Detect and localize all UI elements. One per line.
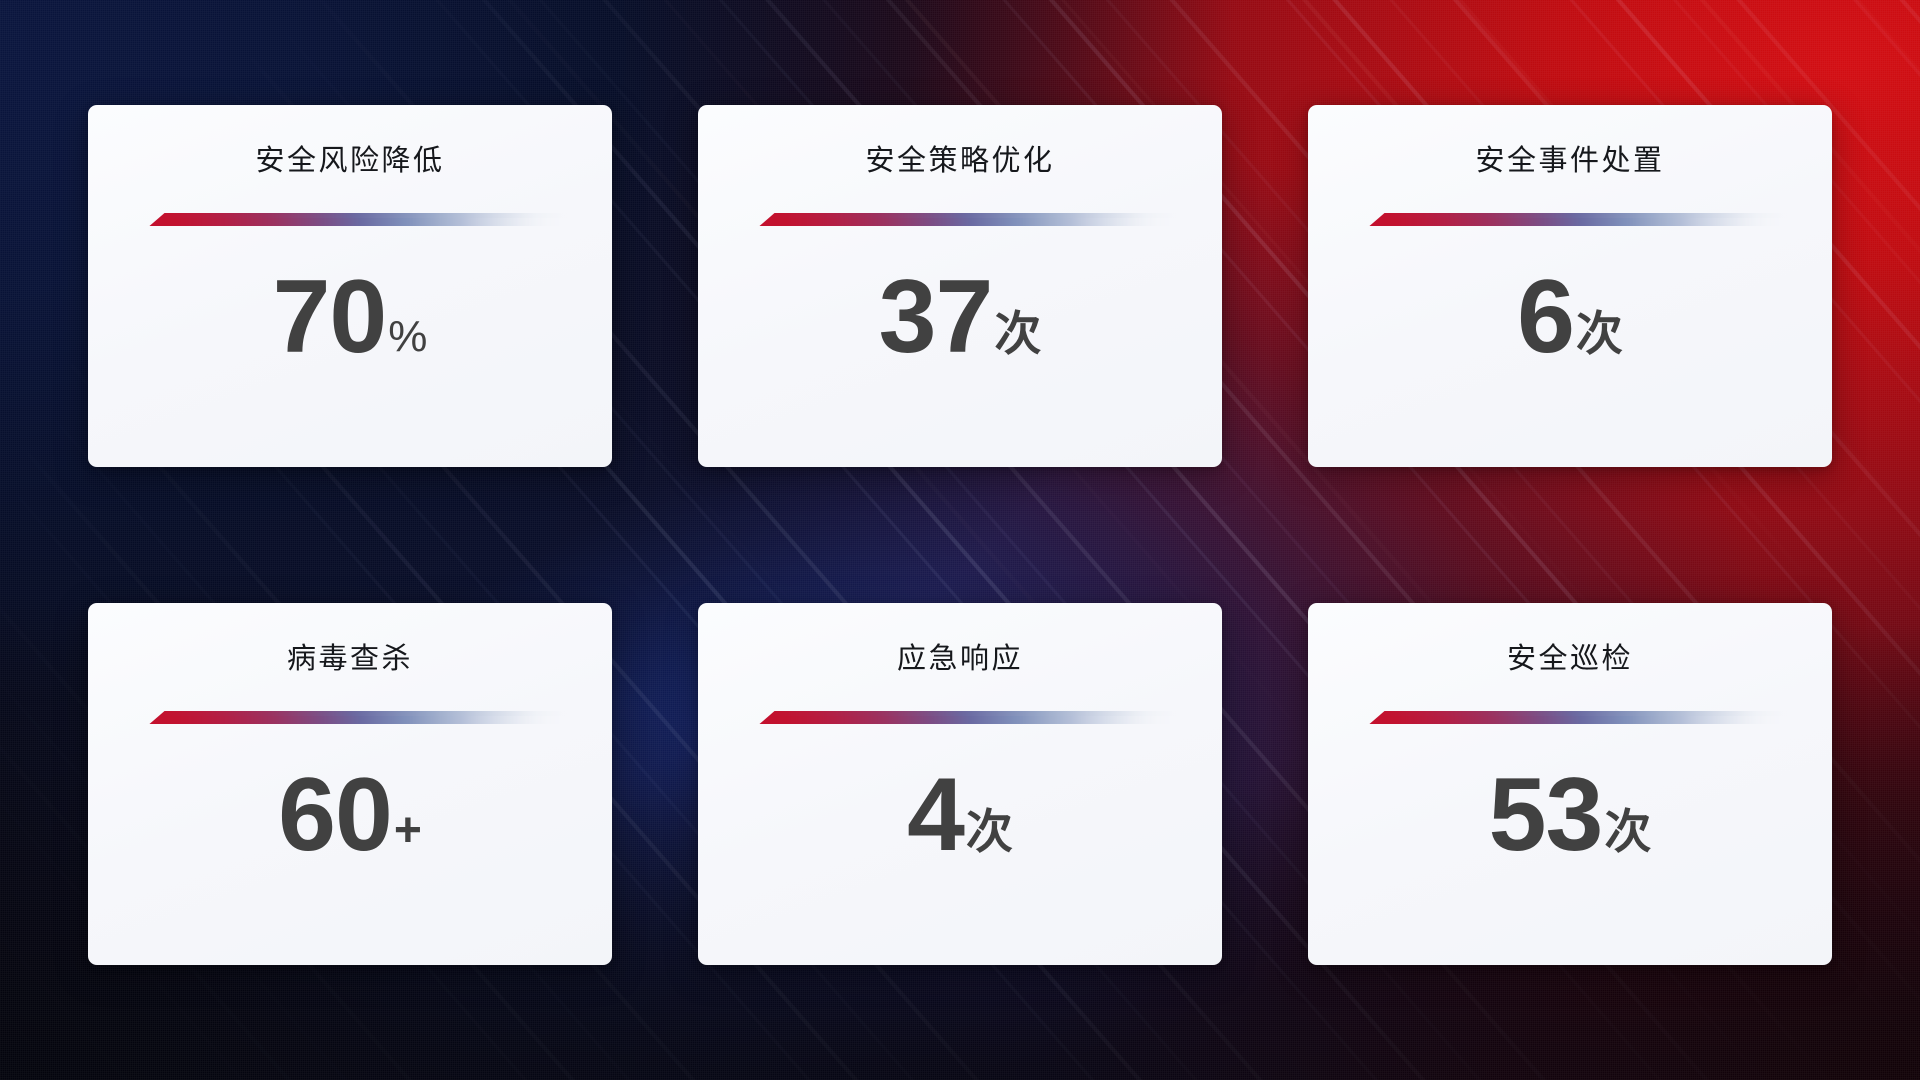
- gradient-divider-icon: [137, 711, 567, 724]
- value-number: 37: [878, 259, 994, 375]
- value-unit: 次: [965, 805, 1013, 858]
- card-value: 70 %: [88, 265, 612, 369]
- card-title: 安全事件处置: [1475, 145, 1665, 177]
- value-unit: 次: [1604, 805, 1652, 858]
- stat-card-security-inspection[interactable]: 安全巡检 53 次: [1308, 603, 1832, 965]
- card-value: 6 次: [1308, 265, 1832, 369]
- stat-card-security-risk-reduction[interactable]: 安全风险降低 70 %: [88, 105, 612, 467]
- gradient-divider-icon: [1357, 711, 1787, 724]
- stat-card-incident-handling[interactable]: 安全事件处置 6 次: [1308, 105, 1832, 467]
- card-value: 60 +: [88, 763, 612, 867]
- stat-card-grid: 安全风险降低 70 % 安全策略优化 37 次 安全事件处置 6 次 病毒查杀: [88, 105, 1832, 975]
- card-title: 病毒查杀: [286, 643, 413, 675]
- value-unit: +: [393, 804, 422, 857]
- stat-card-policy-optimization[interactable]: 安全策略优化 37 次: [698, 105, 1222, 467]
- gradient-divider-icon: [137, 213, 567, 226]
- value-number: 6: [1517, 259, 1575, 375]
- card-value: 4 次: [698, 763, 1222, 867]
- card-value: 37 次: [698, 265, 1222, 369]
- card-title: 安全策略优化: [865, 145, 1055, 177]
- card-title: 安全巡检: [1506, 643, 1633, 675]
- stat-card-emergency-response[interactable]: 应急响应 4 次: [698, 603, 1222, 965]
- card-value: 53 次: [1308, 763, 1832, 867]
- value-number: 70: [272, 259, 388, 375]
- card-title: 应急响应: [896, 643, 1023, 675]
- gradient-divider-icon: [747, 213, 1177, 226]
- gradient-divider-icon: [747, 711, 1177, 724]
- gradient-divider-icon: [1357, 213, 1787, 226]
- value-number: 60: [278, 757, 393, 873]
- value-number: 53: [1488, 757, 1604, 873]
- value-unit: 次: [1575, 307, 1623, 360]
- value-number: 4: [907, 757, 965, 873]
- stat-card-virus-scan[interactable]: 病毒查杀 60 +: [88, 603, 612, 965]
- card-title: 安全风险降低: [255, 145, 445, 177]
- value-unit: %: [388, 312, 428, 361]
- value-unit: 次: [994, 307, 1042, 360]
